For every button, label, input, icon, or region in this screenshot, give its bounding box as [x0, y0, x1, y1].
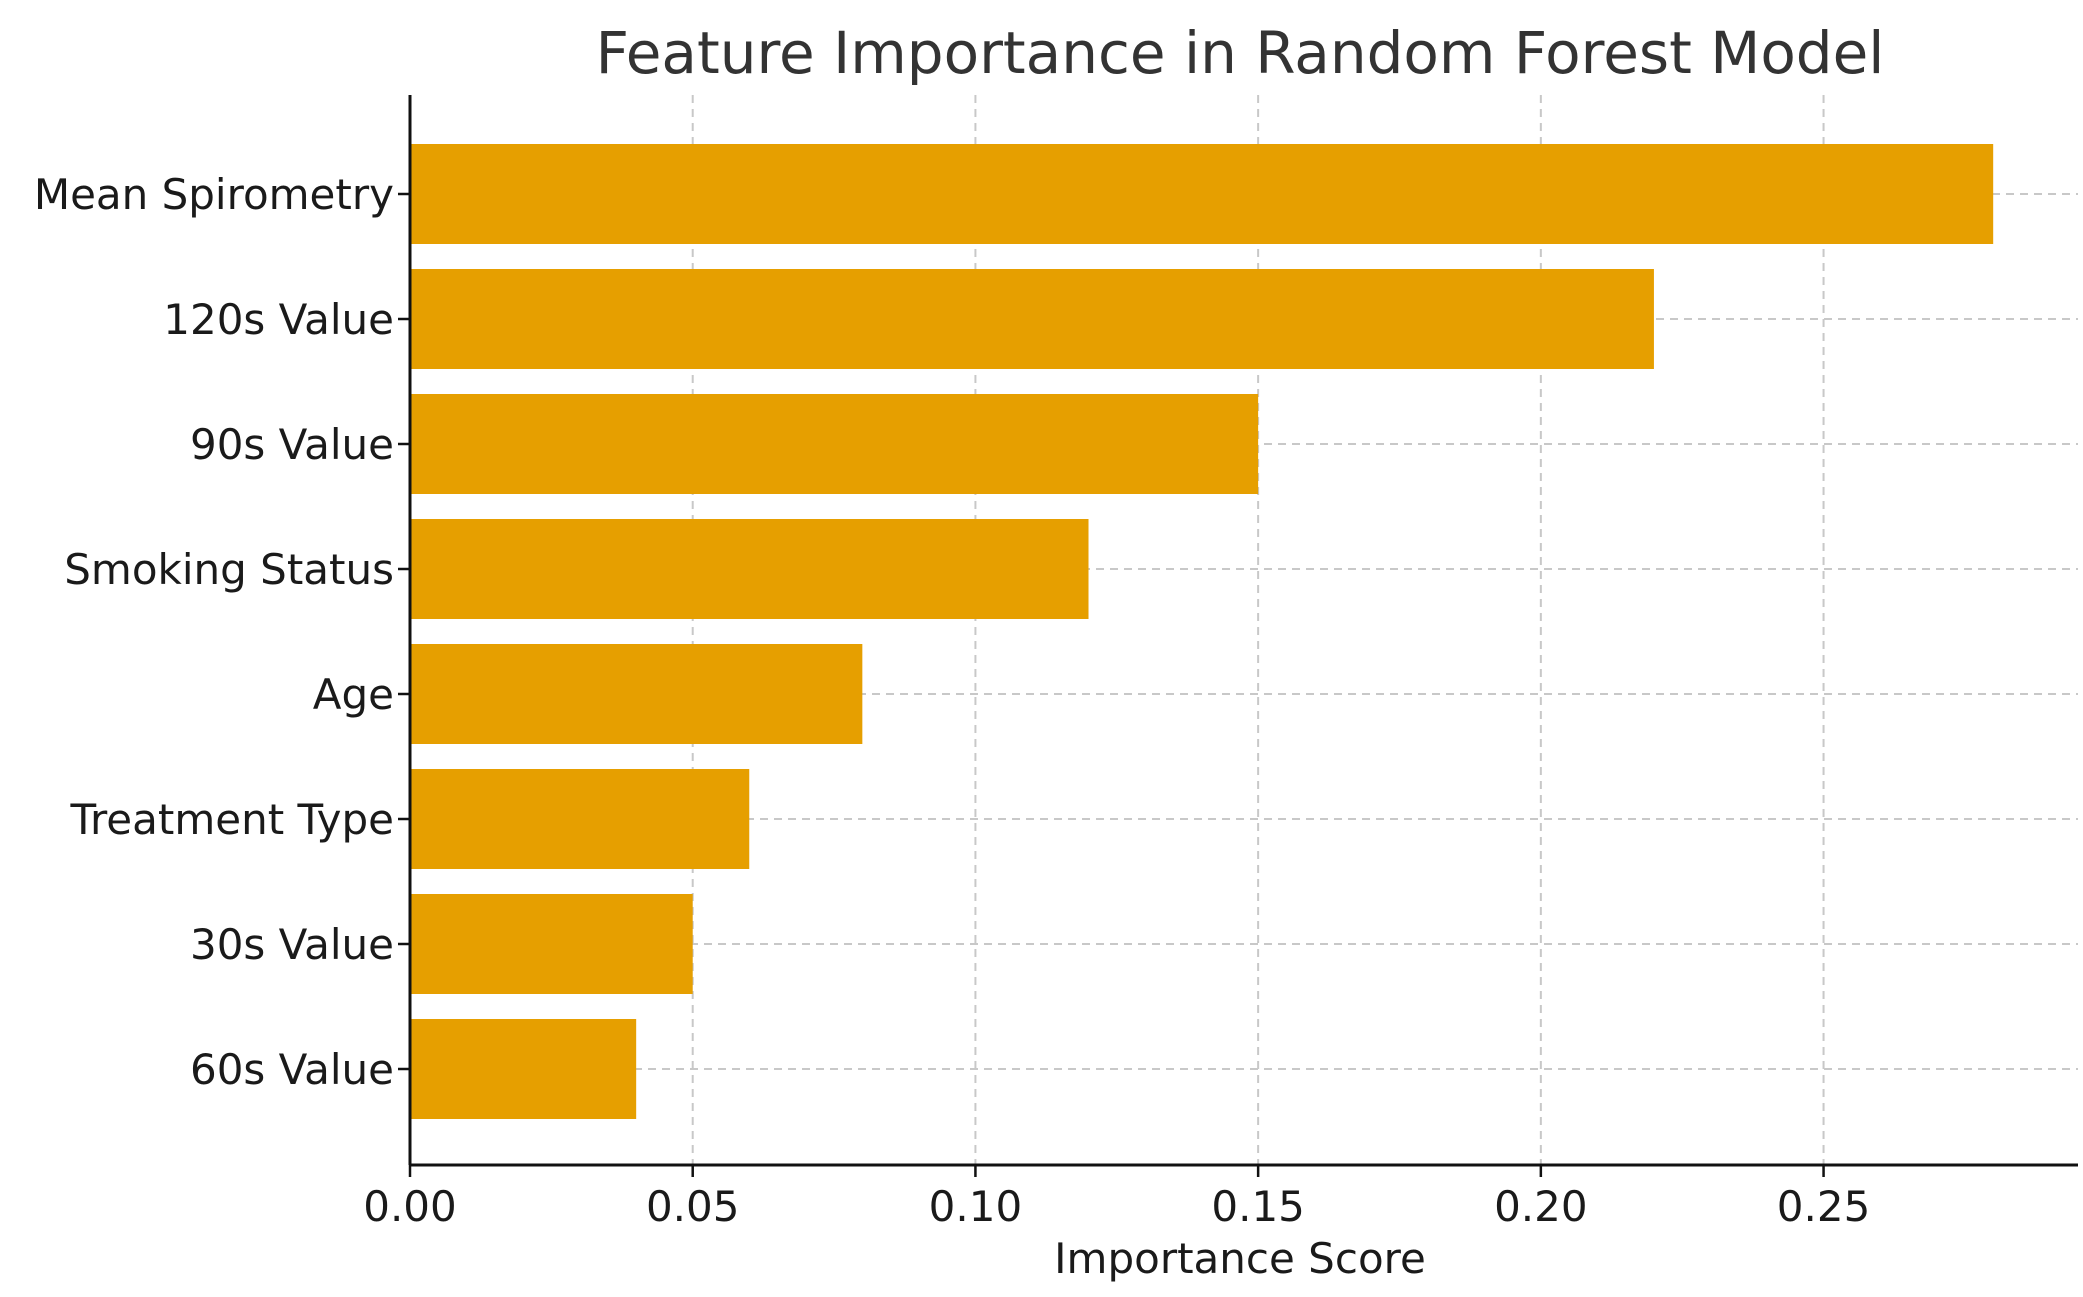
y-tick-label: 30s Value: [190, 920, 394, 969]
bar: [410, 394, 1259, 494]
x-tick-label: 0.05: [646, 1182, 740, 1231]
axes: [408, 95, 2078, 1167]
bars: [410, 144, 1994, 1119]
x-axis-ticks: 0.00 0.05 0.10 0.15 0.20 0.25: [363, 1165, 1870, 1231]
bar: [410, 894, 693, 994]
y-tick-label: Smoking Status: [64, 545, 394, 594]
x-tick-label: 0.10: [929, 1182, 1023, 1231]
x-tick-label: 0.15: [1211, 1182, 1305, 1231]
y-tick-label: Age: [313, 670, 394, 719]
bar: [410, 769, 750, 869]
bar: [410, 644, 863, 744]
y-tick-label: 120s Value: [163, 295, 394, 344]
x-tick-label: 0.25: [1777, 1182, 1871, 1231]
x-tick-label: 0.20: [1494, 1182, 1588, 1231]
y-tick-label: 60s Value: [190, 1045, 394, 1094]
chart-title: Feature Importance in Random Forest Mode…: [596, 19, 1885, 87]
bar: [410, 144, 1994, 244]
y-axis-ticks: Mean Spirometry 120s Value 90s Value Smokin…: [34, 170, 410, 1094]
y-tick-label: Treatment Type: [69, 795, 394, 844]
y-tick-label: Mean Spirometry: [34, 170, 394, 219]
x-axis-label: Importance Score: [1054, 1234, 1426, 1283]
bar: [410, 269, 1654, 369]
y-tick-label: 90s Value: [190, 420, 394, 469]
bar: [410, 519, 1089, 619]
x-tick-label: 0.00: [363, 1182, 457, 1231]
grid-lines: [409, 95, 2078, 1165]
bar: [410, 1019, 637, 1119]
